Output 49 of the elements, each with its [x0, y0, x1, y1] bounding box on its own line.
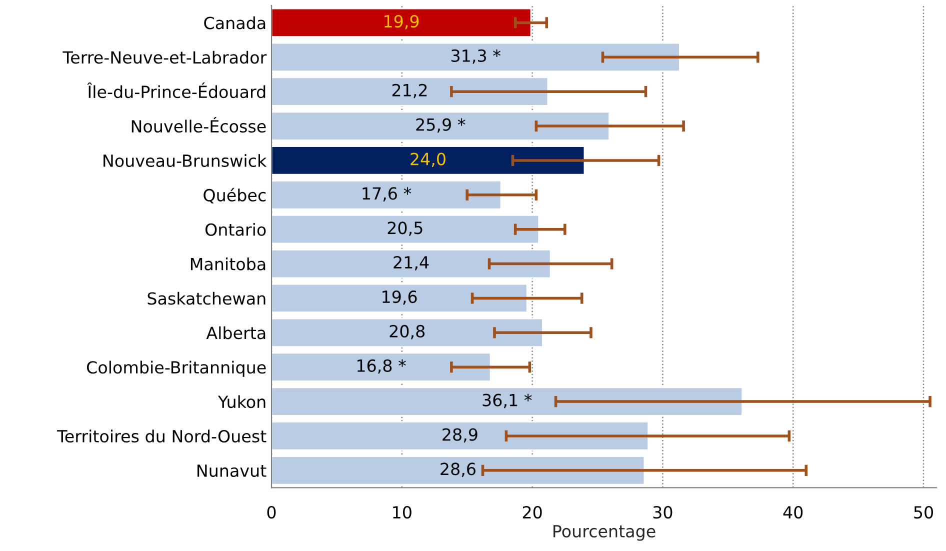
x-tick-label: 50: [914, 506, 933, 519]
y-tick-label: Colombie-Britannique: [86, 360, 266, 377]
x-tick-label: 40: [783, 506, 803, 519]
y-tick-label: Nouveau-Brunswick: [104, 154, 267, 168]
data-label: 24,0: [410, 152, 446, 168]
x-axis-title: Pourcentage: [554, 525, 656, 541]
data-label: 28,6: [440, 462, 476, 477]
y-tick-label: Yukon: [218, 395, 266, 408]
y-tick-label: Manitoba: [190, 257, 266, 270]
x-tick-label: 0: [267, 506, 276, 519]
y-tick-label: Île-du-Prince-Édouard: [87, 82, 266, 98]
bar: [272, 76, 549, 106]
y-tick-label: Alberta: [206, 326, 266, 340]
bar: [272, 8, 532, 38]
y-tick-label: Québec: [204, 188, 266, 204]
y-tick-label: Territoires du Nord-Ouest: [57, 430, 266, 443]
y-tick-label: Ontario: [205, 223, 266, 236]
bar: [272, 386, 743, 416]
y-tick-label: Canada: [204, 16, 266, 30]
bar: [272, 180, 502, 210]
data-label: 20,8: [390, 324, 425, 340]
bar: [272, 214, 540, 244]
bar: [272, 283, 528, 314]
bar: [272, 42, 680, 72]
data-label: 17,6 *: [362, 187, 412, 202]
data-label: 21,2: [392, 84, 427, 98]
data-label: 21,4: [394, 256, 429, 270]
y-tick-label: Saskatchewan: [148, 292, 266, 305]
data-label: 16,8 *: [358, 359, 406, 374]
data-label: 19,6: [382, 290, 417, 305]
x-tick-label: 10: [393, 506, 412, 519]
bar: [272, 456, 646, 486]
bar: [272, 248, 552, 279]
bar: [272, 352, 492, 382]
data-label: 31,3 *: [451, 49, 500, 64]
data-label: 28,9: [442, 428, 478, 443]
bar: [272, 146, 586, 176]
data-label: 20,5: [388, 222, 422, 236]
bar: [272, 421, 650, 451]
data-label: 19,9: [384, 14, 419, 30]
x-tick-label: 30: [653, 506, 672, 519]
data-label: 25,9 *: [416, 118, 466, 133]
data-label: 36,1 *: [482, 394, 532, 408]
x-tick-label: 20: [522, 506, 542, 519]
bar: [272, 318, 544, 348]
bar: [272, 111, 610, 141]
y-tick-label: Terre-Neuve-et-Labrador: [62, 50, 267, 64]
y-tick-label: Nunavut: [198, 464, 266, 477]
y-tick-label: Nouvelle-Écosse: [132, 116, 266, 133]
